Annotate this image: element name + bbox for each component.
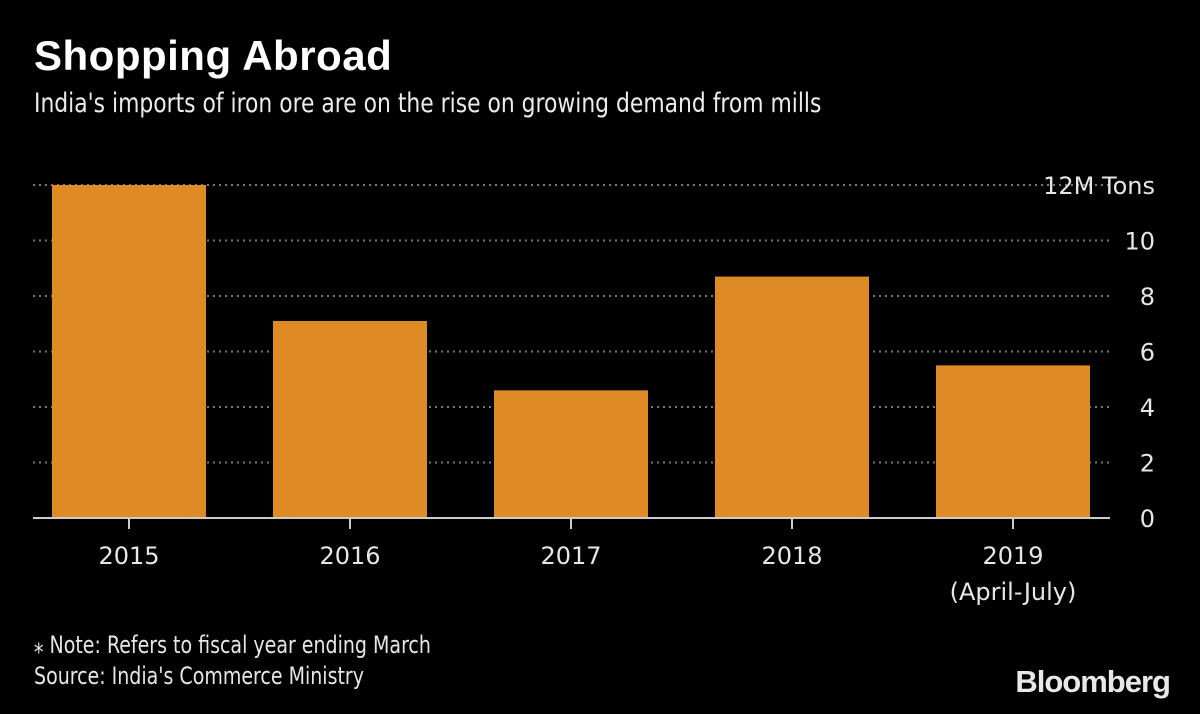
y-tick-label: 6 xyxy=(1140,339,1155,367)
y-tick-label: 10 xyxy=(1124,228,1155,256)
bar-2015 xyxy=(52,185,206,518)
y-tick-label: 8 xyxy=(1140,283,1155,311)
y-tick-label: 2 xyxy=(1140,450,1155,478)
x-tick-label: 2017 xyxy=(540,542,601,570)
chart-subtitle: India's imports of iron ore are on the r… xyxy=(34,88,822,119)
bloomberg-logo: Bloomberg xyxy=(1015,664,1171,699)
y-tick-label: 4 xyxy=(1140,394,1155,422)
source-note: Source: India's Commerce Ministry xyxy=(34,662,364,690)
x-tick-label: 2018 xyxy=(761,542,822,570)
x-tick-label: 2015 xyxy=(98,542,159,570)
y-tick-label: 12M Tons xyxy=(1043,172,1155,200)
bar-2016 xyxy=(273,320,427,518)
bar-2018 xyxy=(715,276,869,518)
y-tick-label: 0 xyxy=(1140,505,1155,533)
x-tick-sublabel: (April-July) xyxy=(950,578,1077,606)
x-tick-label: 2019 xyxy=(982,542,1043,570)
x-tick-label: 2016 xyxy=(319,542,380,570)
footnote: ⁎ Note: Refers to fiscal year ending Mar… xyxy=(34,631,431,659)
chart-title: Shopping Abroad xyxy=(34,32,393,79)
bar-2019 xyxy=(936,365,1090,518)
bar-2017 xyxy=(494,390,648,518)
